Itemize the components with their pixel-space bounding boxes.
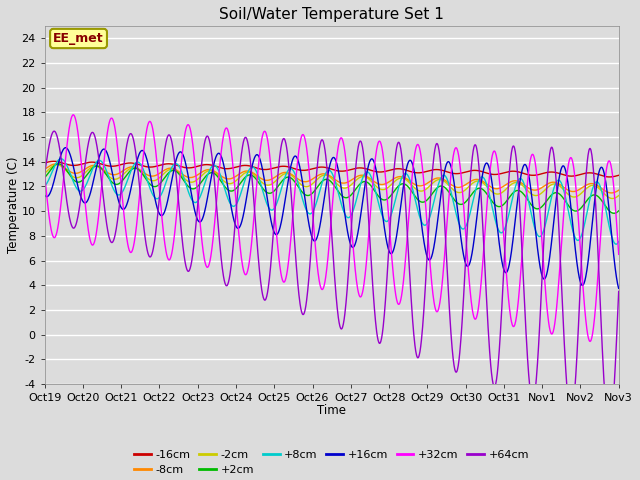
+32cm — [296, 138, 304, 144]
+16cm — [296, 167, 304, 173]
+32cm — [109, 117, 116, 122]
Line: +32cm: +32cm — [45, 115, 619, 341]
+2cm — [86, 168, 93, 174]
Y-axis label: Temperature (C): Temperature (C) — [7, 156, 20, 253]
+64cm — [368, 266, 376, 272]
+8cm — [296, 189, 304, 194]
+32cm — [586, 338, 594, 344]
Legend: -16cm, -8cm, -2cm, +2cm, +8cm, +16cm, +32cm, +64cm: -16cm, -8cm, -2cm, +2cm, +8cm, +16cm, +3… — [130, 445, 533, 480]
-8cm — [285, 170, 292, 176]
+2cm — [54, 161, 62, 167]
+16cm — [307, 230, 315, 236]
+16cm — [368, 156, 376, 162]
+32cm — [41, 171, 49, 177]
-8cm — [368, 177, 376, 182]
-2cm — [86, 166, 93, 172]
-8cm — [296, 178, 304, 183]
+8cm — [615, 239, 623, 244]
-16cm — [285, 164, 292, 170]
+8cm — [109, 185, 116, 191]
+2cm — [307, 192, 315, 197]
+32cm — [307, 187, 315, 193]
+8cm — [57, 156, 65, 162]
-2cm — [609, 196, 616, 202]
+64cm — [296, 303, 304, 309]
-8cm — [109, 172, 116, 178]
+2cm — [611, 210, 618, 216]
X-axis label: Time: Time — [317, 405, 346, 418]
+16cm — [285, 175, 292, 181]
+64cm — [605, 427, 613, 432]
-16cm — [605, 174, 613, 180]
-16cm — [368, 168, 376, 173]
-8cm — [307, 177, 315, 183]
-2cm — [53, 162, 61, 168]
-8cm — [615, 187, 623, 193]
-8cm — [52, 161, 60, 167]
+64cm — [86, 135, 93, 141]
+8cm — [612, 241, 620, 247]
+16cm — [109, 172, 116, 178]
+8cm — [41, 183, 49, 189]
+32cm — [285, 259, 292, 264]
-2cm — [307, 182, 315, 188]
-16cm — [296, 167, 304, 173]
+8cm — [86, 174, 93, 180]
-2cm — [109, 176, 116, 182]
+32cm — [86, 234, 93, 240]
Line: +2cm: +2cm — [45, 164, 619, 213]
+32cm — [368, 194, 376, 200]
-16cm — [615, 172, 623, 178]
Line: +64cm: +64cm — [45, 131, 619, 430]
Line: -16cm: -16cm — [45, 161, 619, 177]
-16cm — [86, 159, 93, 165]
+2cm — [41, 175, 49, 180]
+64cm — [41, 171, 49, 177]
-16cm — [50, 158, 58, 164]
-16cm — [307, 167, 315, 172]
+2cm — [109, 180, 116, 186]
+32cm — [70, 112, 77, 118]
+16cm — [62, 145, 70, 151]
+8cm — [307, 211, 315, 216]
+16cm — [86, 193, 93, 199]
+8cm — [285, 167, 292, 173]
+2cm — [296, 187, 304, 193]
+16cm — [615, 286, 623, 291]
Title: Soil/Water Temperature Set 1: Soil/Water Temperature Set 1 — [220, 7, 444, 22]
-16cm — [109, 163, 116, 169]
+8cm — [368, 175, 376, 181]
+64cm — [285, 160, 292, 166]
-2cm — [296, 181, 304, 187]
-8cm — [607, 190, 615, 196]
+16cm — [41, 192, 49, 198]
Line: -8cm: -8cm — [45, 164, 619, 193]
-8cm — [41, 167, 49, 172]
Line: +16cm: +16cm — [45, 148, 619, 288]
+2cm — [285, 174, 292, 180]
+64cm — [51, 128, 58, 134]
+64cm — [615, 288, 623, 294]
+64cm — [109, 239, 116, 245]
-2cm — [615, 192, 623, 198]
-2cm — [285, 171, 292, 177]
+2cm — [368, 184, 376, 190]
-2cm — [368, 179, 376, 185]
+32cm — [615, 252, 623, 257]
+2cm — [615, 208, 623, 214]
Line: -2cm: -2cm — [45, 165, 619, 199]
-8cm — [86, 164, 93, 169]
-2cm — [41, 170, 49, 176]
Line: +8cm: +8cm — [45, 159, 619, 244]
+64cm — [307, 251, 315, 256]
Text: EE_met: EE_met — [53, 32, 104, 45]
-16cm — [41, 160, 49, 166]
